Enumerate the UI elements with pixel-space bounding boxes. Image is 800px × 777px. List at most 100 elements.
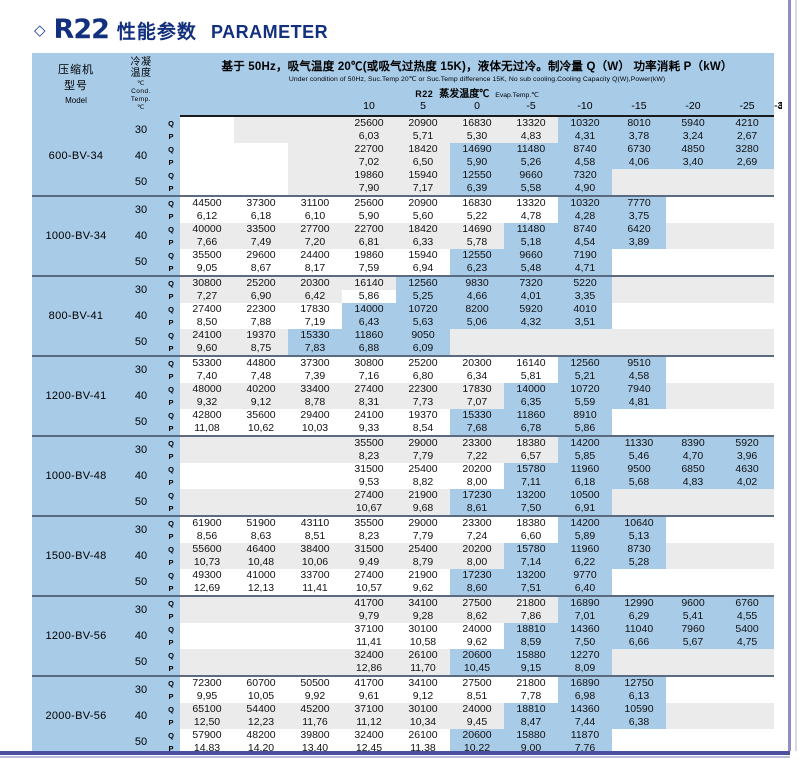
data-cell — [666, 236, 720, 249]
data-cell — [666, 569, 720, 582]
data-cell — [666, 396, 720, 409]
data-cell: 7,14 — [504, 556, 558, 569]
data-cell — [666, 370, 720, 383]
data-cell: 5,81 — [504, 370, 558, 383]
data-cell: 3,75 — [612, 210, 666, 223]
table-row: 1000-BV-34 30 Q 44500 37300 31100 25600 20900 16… — [32, 196, 775, 277]
data-cell: 11,41 — [288, 582, 342, 597]
power-metric-label: P — [162, 502, 180, 517]
data-cell — [234, 502, 288, 517]
table-row: 800-BV-41 30 Q 30800 25200 20300 16140 12560 983… — [32, 276, 775, 357]
data-cell: 4,54 — [558, 236, 612, 249]
data-cell: 7940 — [612, 383, 666, 396]
data-cell: 4,71 — [558, 262, 612, 277]
table-row: 40 Q 37100 30100 24000 18810 14360 11040 7960 540… — [32, 623, 775, 649]
data-cell: 4,75 — [720, 636, 775, 649]
condensing-temp-label: 30 — [120, 676, 162, 703]
data-cell: 5920 — [720, 436, 775, 450]
data-cell: 12,50 — [180, 716, 234, 729]
data-cell — [720, 249, 775, 262]
table-row: 50 Q 57900 48200 39800 32400 26100 20600 15880 11… — [32, 729, 775, 757]
data-cell: 4,58 — [558, 156, 612, 169]
data-cell: 18420 — [396, 143, 450, 156]
data-cell — [180, 463, 234, 476]
data-cell: 11,76 — [288, 716, 342, 729]
capacity-metric-label: Q — [162, 703, 180, 716]
data-cell — [612, 342, 666, 357]
data-cell: 13320 — [504, 196, 558, 210]
data-cell — [612, 409, 666, 422]
data-cell: 35500 — [342, 436, 396, 450]
data-cell: 43110 — [288, 516, 342, 530]
capacity-metric-label: Q — [162, 596, 180, 610]
data-cell — [612, 262, 666, 277]
data-cell: 15330 — [288, 329, 342, 342]
data-cell: 31100 — [288, 196, 342, 210]
compressor-model-label: 1200-BV-56 — [32, 596, 120, 677]
data-cell: 35500 — [342, 516, 396, 530]
page-right-edge — [782, 0, 800, 777]
data-cell: 5,71 — [396, 130, 450, 143]
table-row: P 6,03 5,71 5,30 4,83 4,31 3,78 3,24 2,67 — [32, 130, 775, 143]
data-cell: 7770 — [612, 196, 666, 210]
data-cell: 55600 — [180, 543, 234, 556]
data-cell: 25600 — [342, 116, 396, 130]
data-cell: 7,78 — [504, 690, 558, 703]
data-cell: 2,67 — [720, 130, 775, 143]
data-cell: 6,57 — [504, 450, 558, 463]
tick-row-spacer — [288, 100, 342, 117]
data-cell: 4,02 — [720, 476, 775, 489]
data-cell: 3,51 — [558, 316, 612, 329]
data-cell: 10,73 — [180, 556, 234, 569]
data-cell — [180, 610, 234, 623]
data-cell: 30800 — [180, 276, 234, 290]
data-cell: 21800 — [504, 676, 558, 690]
data-cell: 7,83 — [288, 342, 342, 357]
data-cell — [666, 169, 720, 182]
power-metric-label: P — [162, 610, 180, 623]
capacity-metric-label: Q — [162, 196, 180, 210]
data-cell: 14200 — [558, 436, 612, 450]
condensing-temp-label: 40 — [120, 543, 162, 569]
data-cell — [612, 502, 666, 517]
data-cell — [180, 169, 234, 182]
capacity-metric-label: Q — [162, 463, 180, 476]
capacity-metric-label: Q — [162, 569, 180, 582]
data-cell — [720, 303, 775, 316]
data-cell: 9770 — [558, 569, 612, 582]
data-cell: 7,49 — [234, 236, 288, 249]
compressor-model-label: 1000-BV-34 — [32, 196, 120, 277]
capacity-metric-label: Q — [162, 116, 180, 130]
data-cell: 10,03 — [288, 422, 342, 437]
data-cell: 11870 — [558, 729, 612, 742]
evap-temp-tick: -10 — [558, 100, 612, 117]
data-cell: 29000 — [396, 436, 450, 450]
data-cell: 6,13 — [612, 690, 666, 703]
data-cell — [612, 489, 666, 502]
data-cell: 9,61 — [342, 690, 396, 703]
data-cell: 26100 — [396, 729, 450, 742]
data-cell: 14690 — [450, 223, 504, 236]
data-cell: 29000 — [396, 516, 450, 530]
data-cell: 12750 — [612, 676, 666, 690]
data-cell: 19860 — [342, 249, 396, 262]
condensing-temp-label: 50 — [120, 649, 162, 677]
data-cell — [666, 582, 720, 597]
data-cell — [234, 649, 288, 662]
data-cell — [234, 596, 288, 610]
capacity-metric-label: Q — [162, 303, 180, 316]
condensing-temp-label: 50 — [120, 409, 162, 437]
data-cell: 9,92 — [288, 690, 342, 703]
data-cell — [288, 450, 342, 463]
table-row: P 9,95 10,05 9,92 9,61 9,12 8,51 7,78 6,98 6,13 — [32, 690, 775, 703]
page-edge-line — [788, 0, 791, 777]
data-cell: 19370 — [234, 329, 288, 342]
data-cell — [720, 223, 775, 236]
data-cell — [180, 476, 234, 489]
data-cell: 9,15 — [504, 662, 558, 677]
data-cell: 3,40 — [666, 156, 720, 169]
data-cell: 6,10 — [288, 210, 342, 223]
data-cell: 7,24 — [450, 530, 504, 543]
data-cell: 25600 — [342, 196, 396, 210]
data-cell — [288, 476, 342, 489]
